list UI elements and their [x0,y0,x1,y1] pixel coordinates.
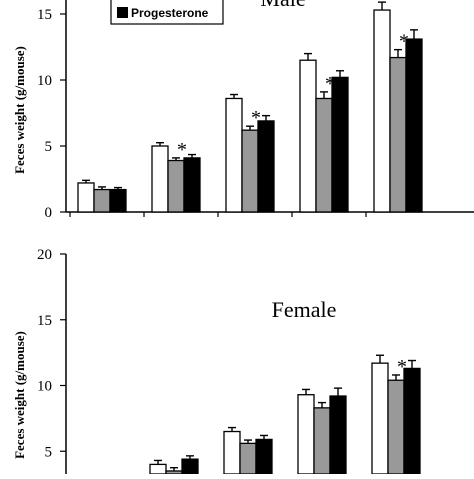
legend: Progesterone [110,0,224,25]
male-bar [151,145,169,213]
male-bar [257,120,275,213]
male-y-axis-label: Feces weight (g/mouse) [12,46,27,174]
male-significance-marker: * [325,73,335,95]
female-y-axis-label: Feces weight (g/mouse) [12,331,27,459]
female-panel-title: Female [272,297,337,322]
female-y-tick-label: 20 [37,247,52,263]
female-bar [387,379,405,475]
female-bar [371,362,389,475]
female-significance-marker: * [397,356,407,378]
male-bar [77,182,95,213]
male-bar [183,157,201,213]
female-bar [239,442,257,475]
female-bar [329,395,347,475]
female-bar [297,394,315,475]
female-y-tick-label: 10 [37,379,52,395]
male-bar [93,188,111,213]
male-y-tick-label: 10 [37,73,52,89]
female-panel: 5 10 15 20 * [37,247,421,475]
male-significance-marker: * [399,31,409,53]
male-significance-marker: * [177,139,187,161]
male-panel-title: Male [260,0,305,11]
male-panel: 0 5 10 15 * * * * [37,0,474,221]
male-bar [405,38,423,213]
female-bar [255,438,273,475]
female-bar [149,463,167,475]
legend-label-progesterone: Progesterone [131,6,209,20]
female-y-tick-label: 5 [45,444,53,460]
male-bar [373,9,391,213]
female-bar [313,407,331,475]
female-bar [403,367,421,475]
male-significance-marker: * [251,107,261,129]
female-bar [181,458,199,475]
male-bar [109,188,127,213]
male-bar [241,129,259,213]
male-bar [299,59,317,213]
female-bar [223,430,241,475]
male-bar [167,159,185,213]
male-bar [389,56,407,213]
legend-swatch-progesterone [117,7,128,18]
male-y-tick-label: 15 [37,7,52,23]
male-bar [225,97,243,213]
male-y-tick-label: 5 [45,139,53,155]
female-y-tick-label: 15 [37,313,52,329]
legend-box [110,0,224,25]
male-bar [315,97,333,213]
male-y-tick-label: 0 [45,205,53,221]
male-bar [331,76,349,213]
